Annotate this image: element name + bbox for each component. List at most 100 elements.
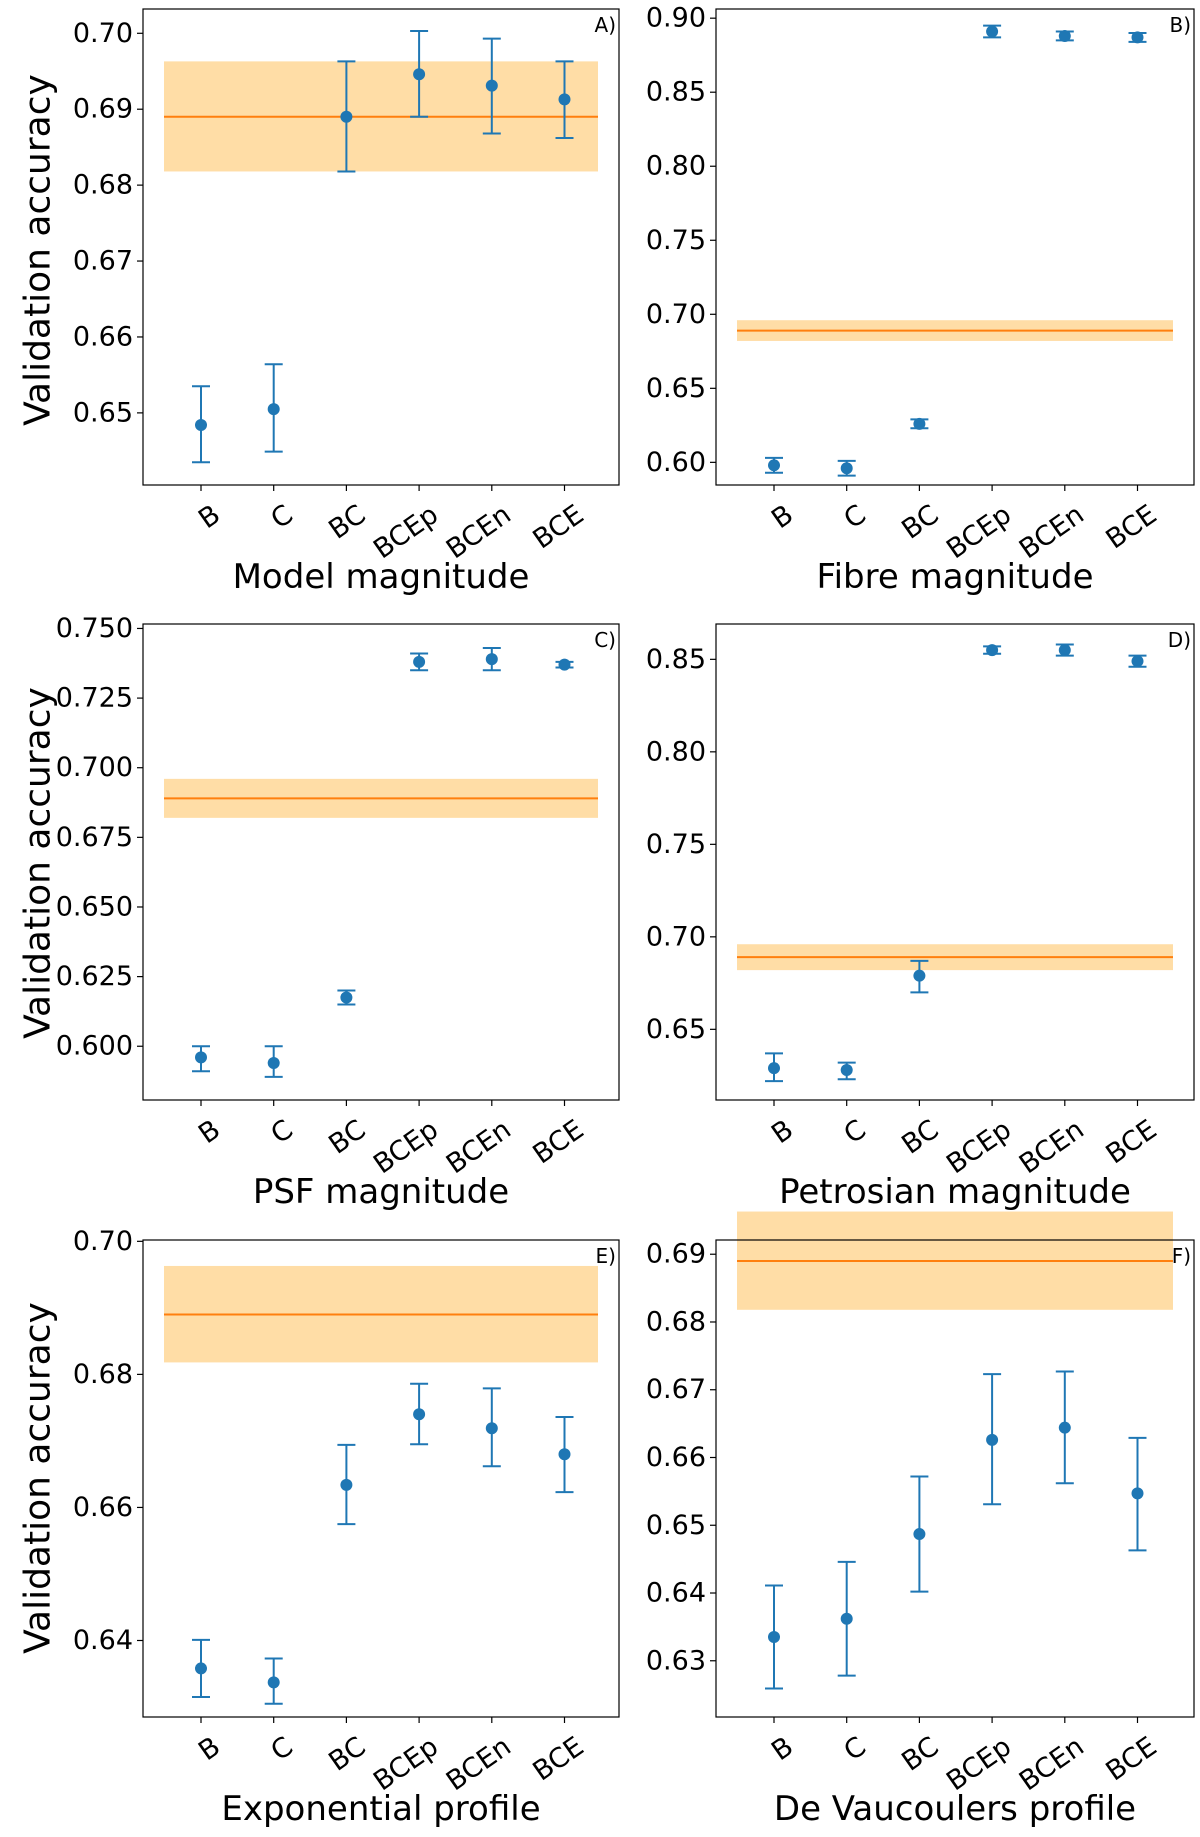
y-tick-label: 0.675 — [56, 822, 133, 853]
y-tick-label: 0.65 — [646, 373, 706, 404]
x-tick-label: C — [838, 499, 871, 535]
x-tick-label: BC — [896, 1114, 944, 1161]
data-point — [1058, 29, 1071, 42]
y-tick-label: 0.70 — [73, 18, 133, 49]
y-tick-label: 0.65 — [73, 397, 133, 428]
x-axis-label: De Vaucoulers profile — [774, 1789, 1136, 1829]
data-point — [913, 1528, 926, 1541]
x-tick-label: C — [838, 1114, 871, 1150]
panel-label: C) — [594, 628, 616, 652]
data-point — [768, 1631, 780, 1644]
y-tick-label: 0.66 — [646, 1442, 706, 1473]
x-tick-label: BC — [896, 1731, 944, 1778]
x-axis-label: PSF magnitude — [253, 1172, 509, 1212]
y-axis-label: Validation accuracy — [18, 687, 59, 1039]
x-tick-label: BCEn — [1014, 499, 1090, 565]
y-tick-label: 0.725 — [56, 683, 133, 714]
x-tick-label: B — [766, 499, 799, 535]
panel-label: F) — [1172, 1244, 1191, 1268]
x-tick-label: BC — [323, 1731, 371, 1778]
x-tick-label: BCEp — [941, 1114, 1017, 1180]
data-point — [558, 93, 571, 106]
x-tick-label: BCEn — [1014, 1114, 1090, 1180]
y-axis-label: Validation accuracy — [18, 1302, 59, 1654]
x-tick-label: B — [766, 1731, 799, 1767]
panel-label: E) — [596, 1244, 616, 1268]
y-tick-label: 0.90 — [646, 3, 706, 34]
data-point — [913, 969, 926, 982]
y-tick-label: 0.75 — [646, 829, 706, 860]
data-point — [986, 25, 999, 38]
y-tick-label: 0.69 — [646, 1239, 706, 1270]
y-tick-label: 0.85 — [646, 77, 706, 108]
axes-frame — [715, 1239, 1195, 1718]
x-tick-label: BCEn — [441, 1731, 517, 1797]
panel-label: D) — [1168, 628, 1191, 652]
y-tick-label: 0.68 — [73, 1359, 133, 1390]
data-point — [413, 1408, 426, 1421]
x-axis-label: Fibre magnitude — [817, 557, 1094, 597]
data-point — [340, 110, 353, 123]
data-point — [1058, 644, 1071, 657]
data-point — [840, 1064, 853, 1077]
data-point — [195, 1662, 207, 1675]
y-tick-label: 0.65 — [646, 1510, 706, 1541]
x-tick-label: BCEn — [441, 499, 517, 565]
data-point — [840, 462, 853, 475]
x-tick-label: BCEp — [941, 499, 1017, 565]
x-tick-label: C — [265, 1731, 298, 1767]
y-tick-label: 0.66 — [73, 1492, 133, 1523]
axes-frame — [715, 623, 1195, 1101]
x-tick-label: B — [766, 1114, 799, 1150]
axes-frame — [715, 8, 1195, 486]
data-point — [413, 655, 426, 668]
data-point — [768, 1062, 780, 1075]
data-point — [195, 419, 207, 432]
y-tick-label: 0.70 — [646, 921, 706, 952]
x-tick-label: C — [838, 1731, 871, 1767]
data-point — [267, 1676, 280, 1689]
data-point — [1131, 1487, 1144, 1500]
y-tick-label: 0.625 — [56, 961, 133, 992]
data-point — [195, 1051, 207, 1064]
data-point — [413, 68, 426, 81]
y-tick-label: 0.63 — [646, 1645, 706, 1676]
data-point — [485, 1422, 498, 1435]
axes-frame — [142, 623, 620, 1101]
data-point — [340, 991, 353, 1004]
y-tick-label: 0.60 — [646, 447, 706, 478]
x-tick-label: BCEp — [368, 1114, 444, 1180]
x-tick-label: BCEp — [368, 499, 444, 565]
y-tick-label: 0.80 — [646, 736, 706, 767]
x-tick-label: C — [265, 1114, 298, 1150]
data-point — [913, 417, 926, 430]
y-tick-label: 0.650 — [56, 891, 133, 922]
y-tick-label: 0.67 — [646, 1374, 706, 1405]
data-point — [340, 1478, 353, 1491]
x-tick-label: BCE — [1101, 499, 1163, 555]
x-tick-label: BCE — [528, 1731, 590, 1787]
x-tick-label: BCE — [528, 1114, 590, 1170]
y-tick-label: 0.69 — [73, 94, 133, 125]
data-point — [1058, 1421, 1071, 1434]
data-point — [1131, 31, 1144, 44]
y-tick-label: 0.64 — [73, 1625, 133, 1656]
y-axis-label: Validation accuracy — [18, 74, 59, 426]
x-tick-label: BCE — [1101, 1731, 1163, 1787]
x-tick-label: C — [265, 499, 298, 535]
y-tick-label: 0.85 — [646, 644, 706, 675]
y-tick-label: 0.68 — [73, 170, 133, 201]
data-point — [485, 79, 498, 92]
x-tick-label: BCEp — [941, 1731, 1017, 1797]
x-tick-label: BCEn — [441, 1114, 517, 1180]
y-tick-label: 0.64 — [646, 1578, 706, 1609]
data-point — [986, 644, 999, 657]
x-tick-label: BCE — [528, 499, 590, 555]
x-axis-label: Exponential profile — [221, 1789, 540, 1829]
panel-label: B) — [1169, 13, 1191, 37]
data-point — [267, 1056, 280, 1069]
x-tick-label: BCEp — [368, 1731, 444, 1797]
y-tick-label: 0.65 — [646, 1014, 706, 1045]
